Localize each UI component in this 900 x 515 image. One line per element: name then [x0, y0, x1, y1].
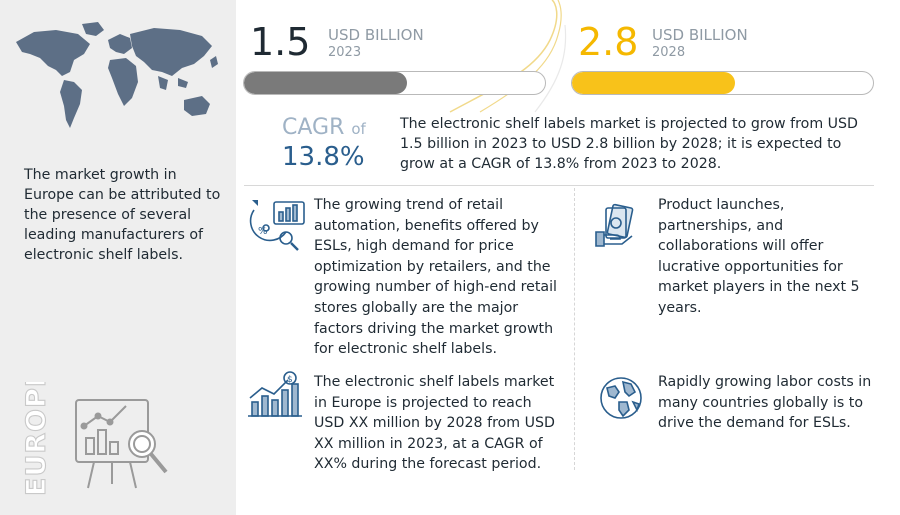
- stat-2023-value: 1.5: [250, 20, 311, 64]
- analytics-board-icon: [75, 399, 168, 489]
- cagr-description: The electronic shelf labels market is pr…: [400, 116, 858, 172]
- column-divider: [574, 188, 575, 470]
- stat-2028: 2.8 USD BILLION 2028: [578, 22, 778, 62]
- stat-2028-year: 2028: [652, 45, 686, 60]
- stat-2028-bar-fill: [572, 72, 735, 94]
- growth-chart-icon: $: [248, 371, 302, 417]
- cagr-of: of: [351, 120, 366, 138]
- europe-text: The electronic shelf labels market in Eu…: [314, 374, 555, 473]
- left-panel: The market growth in Europe can be attri…: [0, 0, 236, 515]
- retail-analytics-icon: %: [249, 200, 305, 251]
- stat-2028-value: 2.8: [578, 20, 639, 64]
- left-description: The market growth in Europe can be attri…: [24, 167, 221, 263]
- cagr-value: 13.8%: [282, 142, 365, 172]
- section-divider: [244, 185, 874, 186]
- labor-text: Rapidly growing labor costs in many coun…: [658, 374, 872, 432]
- money-hand-icon: [595, 203, 634, 247]
- stat-2023-year: 2023: [328, 45, 362, 60]
- percent-icon: %: [258, 226, 268, 237]
- world-map-icon: [16, 22, 218, 128]
- drivers-text: The growing trend of retail automation, …: [314, 197, 558, 358]
- cagr-label: CAGR of: [282, 115, 366, 140]
- stat-2023-bar-fill: [244, 72, 407, 94]
- dollar-icon: $: [287, 375, 293, 385]
- stat-2028-bar: [571, 71, 874, 95]
- stat-2023-bar: [243, 71, 546, 95]
- stat-2023-unit: USD BILLION: [328, 26, 424, 44]
- region-label: EUROPE: [20, 382, 52, 497]
- cagr-label-text: CAGR: [282, 115, 345, 140]
- region-label-text: EUROPE: [21, 382, 52, 496]
- opportunities-text: Product launches, partnerships, and coll…: [658, 197, 860, 316]
- stat-2023: 1.5 USD BILLION 2023: [250, 22, 450, 62]
- globe-icon: [600, 377, 642, 419]
- stat-2028-unit: USD BILLION: [652, 26, 748, 44]
